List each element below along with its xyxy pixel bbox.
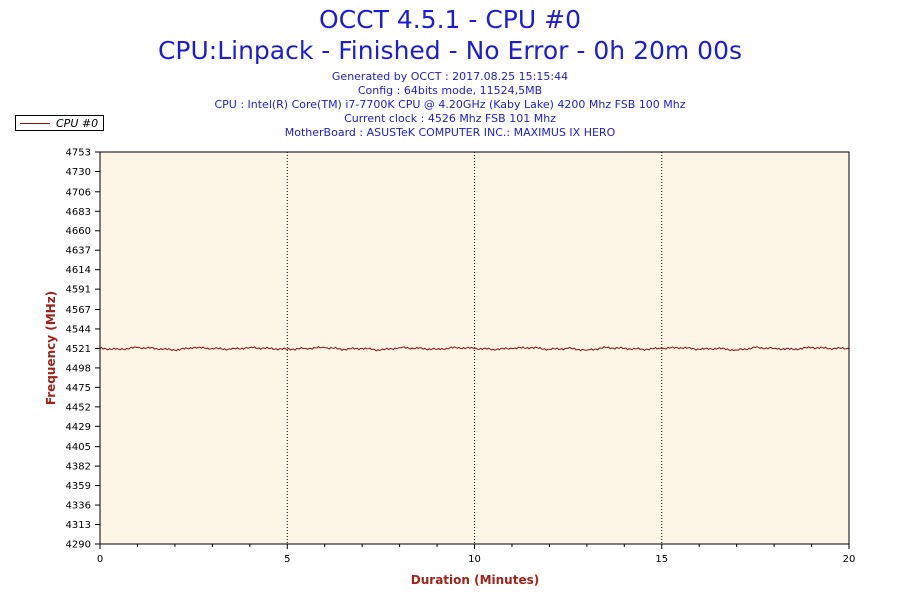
y-tick-label: 4382 [66,462,91,473]
y-tick-label: 4429 [66,422,91,433]
y-tick-label: 4706 [66,187,91,198]
info-current-clock: Current clock : 4526 Mhz FSB 101 Mhz [344,112,556,125]
y-tick-label: 4313 [66,520,91,531]
y-tick-label: 4544 [66,324,91,335]
legend-label: CPU #0 [56,117,99,130]
info-motherboard: MotherBoard : ASUSTeK COMPUTER INC.: MAX… [284,126,616,139]
y-tick-label: 4683 [66,207,91,218]
x-axis-title: Duration (Minutes) [410,573,540,587]
series-line-0 [99,345,850,352]
x-tick-label: 20 [843,554,856,565]
y-tick-label: 4290 [66,540,91,551]
y-tick-label: 4475 [66,383,91,394]
y-axis-title: Frequency (MHz) [44,290,58,406]
chart-title: OCCT 4.5.1 - CPU #0 [319,5,581,34]
x-tick-label: 10 [468,554,481,565]
y-tick-label: 4753 [66,148,91,159]
legend: CPU #0 [15,115,104,131]
info-config: Config : 64bits mode, 11524,5MB [357,84,543,97]
y-tick-label: 4567 [66,305,91,316]
info-generated: Generated by OCCT : 2017.08.25 15:15:44 [331,70,569,83]
y-tick-label: 4637 [66,246,91,257]
legend-swatch [20,123,50,124]
y-tick-label: 4614 [66,265,91,276]
y-tick-label: 4498 [66,363,91,374]
info-cpu: CPU : Intel(R) Core(TM) i7-7700K CPU @ 4… [214,98,686,111]
y-tick-label: 4521 [66,344,91,355]
y-tick-label: 4405 [66,442,91,453]
x-tick-label: 15 [655,554,668,565]
y-tick-label: 4336 [66,501,91,512]
y-tick-label: 4452 [66,402,91,413]
y-tick-label: 4359 [66,481,91,492]
y-tick-label: 4730 [66,167,91,178]
chart-subtitle: CPU:Linpack - Finished - No Error - 0h 2… [157,36,743,65]
x-tick-label: 5 [284,554,290,565]
y-tick-label: 4591 [66,285,91,296]
x-tick-label: 0 [97,554,103,565]
y-tick-label: 4660 [66,226,91,237]
